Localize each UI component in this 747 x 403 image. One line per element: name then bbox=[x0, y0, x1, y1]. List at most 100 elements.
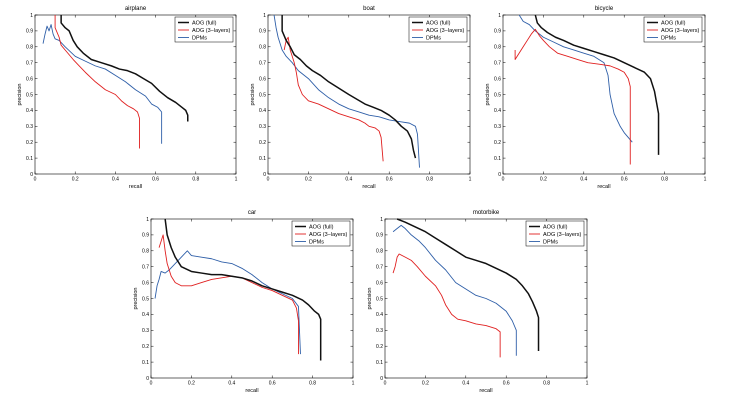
y-tick-label: 0.9 bbox=[259, 29, 266, 35]
x-tick-label: 0.6 bbox=[269, 381, 276, 387]
x-tick-label: 0 bbox=[267, 177, 270, 183]
y-tick-label: 0.4 bbox=[376, 312, 383, 318]
x-tick-label: 0.6 bbox=[386, 177, 393, 183]
y-tick-label: 0.7 bbox=[26, 61, 33, 67]
series-line-full bbox=[60, 15, 189, 122]
y-tick-label: 0.3 bbox=[26, 124, 33, 130]
x-tick-label: 1 bbox=[235, 177, 238, 183]
x-tick-label: 0.4 bbox=[462, 381, 469, 387]
y-axis-label: precision bbox=[485, 83, 491, 105]
series-line-layers3 bbox=[283, 36, 384, 162]
chart-title: bicycle bbox=[595, 6, 614, 12]
y-tick-label: 0.2 bbox=[259, 140, 266, 146]
chart-title: boat bbox=[363, 6, 375, 12]
chart-title: car bbox=[248, 210, 256, 216]
legend-label: DPMs bbox=[192, 35, 207, 41]
x-tick-label: 0.4 bbox=[112, 177, 119, 183]
legend-label: AOG (3−layers) bbox=[661, 28, 700, 34]
legend-label: AOG (full) bbox=[661, 20, 686, 26]
y-tick-label: 0.7 bbox=[494, 61, 501, 67]
x-tick-label: 0.8 bbox=[192, 177, 199, 183]
x-tick-label: 1 bbox=[704, 177, 707, 183]
legend-label: DPMs bbox=[543, 239, 558, 245]
y-axis-label: precision bbox=[250, 83, 256, 105]
y-tick-label: 0.3 bbox=[259, 124, 266, 130]
legend-label: AOG (full) bbox=[309, 224, 334, 230]
x-tick-label: 0.2 bbox=[188, 381, 195, 387]
x-tick-label: 0 bbox=[34, 177, 37, 183]
x-tick-label: 0.8 bbox=[661, 177, 668, 183]
y-tick-label: 0.5 bbox=[259, 92, 266, 98]
y-tick-label: 0.7 bbox=[259, 61, 266, 67]
y-tick-label: 0.6 bbox=[26, 76, 33, 82]
y-tick-label: 0.6 bbox=[494, 76, 501, 82]
y-tick-label: 0.6 bbox=[376, 280, 383, 286]
series-line-layers3 bbox=[392, 253, 501, 358]
x-tick-label: 1 bbox=[469, 177, 472, 183]
y-tick-label: 0.4 bbox=[494, 108, 501, 114]
series-line-dpm bbox=[392, 224, 517, 356]
y-tick-label: 0.8 bbox=[26, 45, 33, 51]
y-tick-label: 0.3 bbox=[142, 328, 149, 334]
x-tick-label: 0.2 bbox=[540, 177, 547, 183]
series-line-full bbox=[534, 14, 660, 155]
x-tick-label: 0.4 bbox=[580, 177, 587, 183]
series-line-full bbox=[281, 15, 417, 159]
y-tick-label: 0.1 bbox=[259, 156, 266, 162]
x-tick-label: 1 bbox=[586, 381, 589, 387]
y-axis-label: precision bbox=[133, 287, 139, 309]
legend-label: DPMs bbox=[426, 35, 441, 41]
y-axis-label: precision bbox=[17, 83, 23, 105]
x-axis-label: recall bbox=[129, 184, 142, 190]
y-tick-label: 0.2 bbox=[494, 140, 501, 146]
chart-panel-car: 0 0.2 0.4 0.6 0.8 1 0 0.1 0.2 0.3 0.4 0.5 0.6 0.7 0.8 0… bbox=[133, 210, 355, 394]
y-tick-label: 0 bbox=[30, 172, 33, 178]
series-line-full bbox=[164, 218, 322, 361]
y-tick-label: 0.5 bbox=[494, 92, 501, 98]
legend-label: DPMs bbox=[661, 35, 676, 41]
y-tick-label: 0.2 bbox=[26, 140, 33, 146]
y-tick-label: 1 bbox=[146, 217, 149, 223]
x-tick-label: 0.8 bbox=[543, 381, 550, 387]
x-axis-label: recall bbox=[597, 184, 610, 190]
chart-legend: AOG (full) AOG (3−layers)DPMs bbox=[174, 16, 234, 43]
y-tick-label: 0.5 bbox=[376, 296, 383, 302]
y-tick-label: 0.9 bbox=[26, 29, 33, 35]
chart-panel-airplane: 0 0.2 0.4 0.6 0.8 1 0 0.1 0.2 0.3 0.4 0.5 0.6 0.7 0.8 0… bbox=[17, 6, 238, 190]
y-tick-label: 0.4 bbox=[142, 312, 149, 318]
y-tick-label: 0.9 bbox=[494, 29, 501, 35]
y-tick-label: 0 bbox=[263, 172, 266, 178]
legend-label: AOG (3−layers) bbox=[543, 232, 582, 238]
legend-label: DPMs bbox=[309, 239, 324, 245]
x-axis-label: recall bbox=[362, 184, 375, 190]
y-tick-label: 0.2 bbox=[142, 344, 149, 350]
series-line-dpm bbox=[42, 24, 163, 144]
legend-label: AOG (full) bbox=[426, 20, 451, 26]
x-tick-label: 0 bbox=[384, 381, 387, 387]
legend-label: AOG (full) bbox=[192, 20, 217, 26]
series-line-layers3 bbox=[54, 15, 140, 149]
y-tick-label: 0 bbox=[380, 376, 383, 382]
y-tick-label: 0.9 bbox=[142, 233, 149, 239]
chart-title: motorbike bbox=[473, 210, 500, 216]
x-tick-label: 0.6 bbox=[152, 177, 159, 183]
legend-label: AOG (3−layers) bbox=[426, 28, 465, 34]
y-tick-label: 0.1 bbox=[376, 360, 383, 366]
series-line-layers3 bbox=[514, 28, 631, 165]
y-tick-label: 1 bbox=[263, 13, 266, 19]
chart-panel-motorbike: 0 0.2 0.4 0.6 0.8 1 0 0.1 0.2 0.3 0.4 0.5 0.6 0.7 0.8 0… bbox=[367, 210, 589, 394]
y-tick-label: 0.8 bbox=[142, 249, 149, 255]
series-line-dpm bbox=[518, 14, 633, 143]
y-tick-label: 0.4 bbox=[259, 108, 266, 114]
y-tick-label: 0.1 bbox=[494, 156, 501, 162]
chart-legend: AOG (full) AOG (3−layers)DPMs bbox=[408, 16, 468, 43]
y-axis-label: precision bbox=[367, 287, 373, 309]
legend-label: AOG (full) bbox=[543, 224, 568, 230]
y-tick-label: 1 bbox=[30, 13, 33, 19]
y-tick-label: 0.8 bbox=[259, 45, 266, 51]
y-tick-label: 0.8 bbox=[494, 45, 501, 51]
series-line-layers3 bbox=[158, 234, 299, 355]
y-tick-label: 0.7 bbox=[376, 265, 383, 271]
x-tick-label: 0.2 bbox=[305, 177, 312, 183]
